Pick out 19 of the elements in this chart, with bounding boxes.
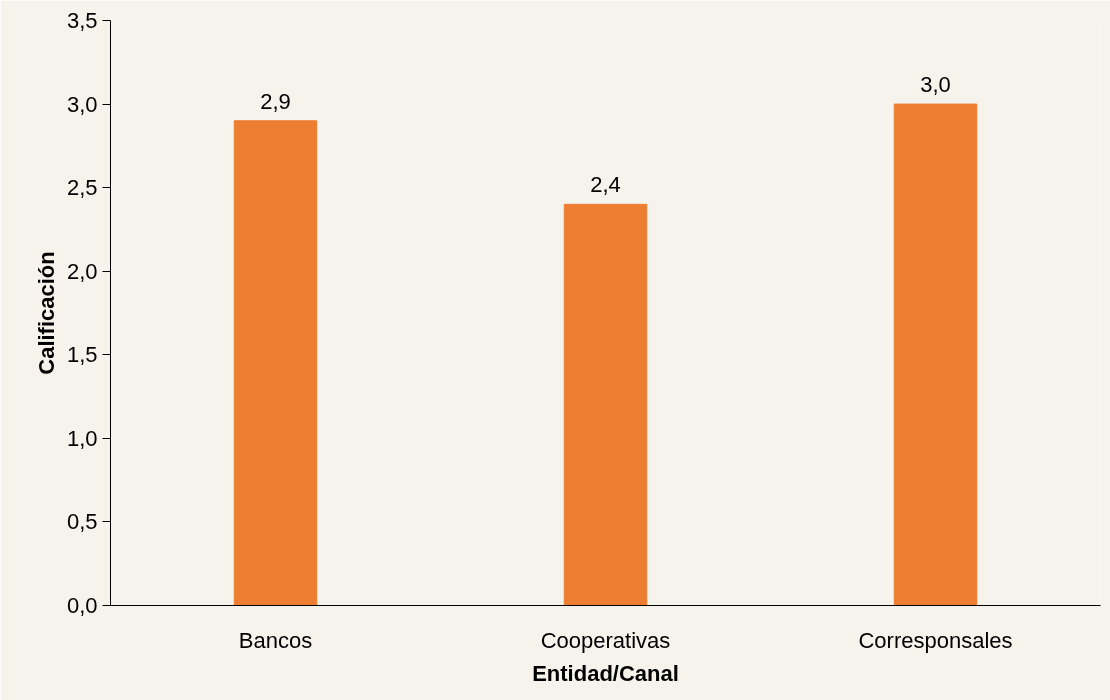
data-label: 2,4: [590, 172, 621, 198]
x-tick-label: Corresponsales: [858, 627, 1013, 653]
y-tick-label: 1,5: [66, 342, 98, 368]
y-tick-label: 0,5: [66, 509, 98, 535]
y-tick-label: 1,0: [66, 425, 98, 451]
y-tick-label: 0,0: [66, 593, 98, 618]
y-axis-title: Calificación: [33, 251, 59, 375]
x-tick-label: Cooperativas: [540, 627, 671, 653]
y-tick-label: 2,5: [66, 175, 98, 201]
data-label: 2,9: [260, 88, 291, 114]
y-tick-label: 3,0: [66, 91, 98, 117]
bar: [563, 203, 648, 606]
y-tick-label: 3,5: [66, 8, 98, 33]
y-tick-label: 2,0: [66, 258, 98, 284]
x-axis-title: Entidad/Canal: [532, 660, 679, 686]
bar: [233, 120, 318, 606]
bar: [893, 103, 978, 606]
data-label: 3,0: [920, 72, 951, 98]
x-tick-label: Bancos: [238, 627, 313, 653]
